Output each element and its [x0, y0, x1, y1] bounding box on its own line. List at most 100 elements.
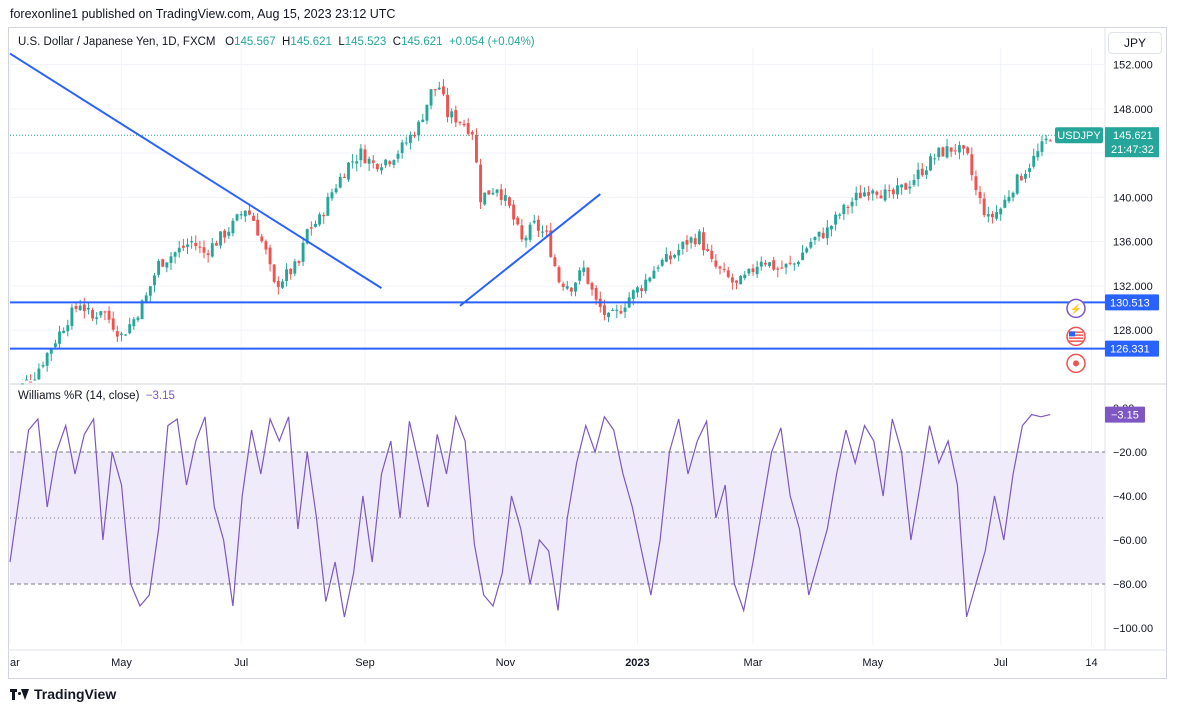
candle-body: [916, 169, 920, 179]
candle-body: [685, 239, 689, 245]
candle-body: [487, 190, 491, 195]
candle-body: [933, 158, 937, 160]
resistance-trendline[interactable]: [9, 52, 383, 289]
candle-body: [363, 149, 367, 164]
candle-body: [1003, 199, 1007, 208]
candle-body: [421, 119, 425, 122]
candle-body: [136, 317, 140, 320]
price-tick-label: 148.000: [1113, 104, 1153, 116]
candle-body: [590, 283, 594, 290]
candle-body: [953, 150, 957, 152]
candle-body: [929, 156, 932, 171]
last-price-label: 145.621: [1113, 130, 1153, 142]
lightning-icon[interactable]: [1066, 298, 1086, 319]
candle-body: [1024, 173, 1027, 179]
candle-body: [867, 192, 871, 196]
candle-body: [937, 147, 941, 158]
legend-high: 145.621: [290, 36, 332, 48]
candle-body: [858, 192, 862, 199]
candle-body: [404, 142, 408, 144]
candle-body: [607, 312, 610, 318]
candle-body: [475, 134, 478, 163]
candle-body: [454, 110, 458, 123]
candle-body: [644, 279, 648, 291]
candle-body: [986, 214, 990, 217]
candle-body: [359, 148, 363, 161]
candle-body: [747, 268, 751, 274]
candle-body: [458, 121, 462, 123]
candle-body: [891, 189, 895, 195]
candle-body: [400, 142, 404, 154]
candle-body: [25, 379, 28, 381]
candle-body: [181, 245, 185, 248]
price-tick-label: 128.000: [1113, 325, 1153, 337]
candle-body: [338, 176, 342, 188]
candle-body: [264, 241, 268, 250]
record-icon-dot: [1073, 360, 1079, 367]
price-legend: U.S. Dollar / Japanese Yen, 1D, FXCM O14…: [18, 36, 535, 48]
support-trendline[interactable]: [459, 193, 601, 307]
candle-body: [132, 319, 136, 327]
candle-body: [908, 186, 912, 189]
candle-body: [198, 246, 202, 248]
flag-stripe: [1069, 331, 1083, 333]
candle-body: [441, 86, 445, 95]
candle-body: [120, 333, 123, 335]
candle-body: [631, 290, 635, 299]
candle-body: [594, 288, 598, 300]
candle-body: [982, 198, 986, 216]
candle-body: [966, 147, 970, 154]
candle-body: [726, 270, 730, 277]
candle-body: [772, 260, 776, 270]
candle-body: [70, 307, 74, 326]
candle-body: [1048, 140, 1052, 142]
candle-body: [532, 220, 536, 223]
candle-body: [380, 167, 383, 171]
candle-body: [611, 310, 615, 312]
candle-body: [574, 282, 577, 292]
candle-body: [883, 189, 887, 201]
candle-body: [425, 104, 429, 121]
candle-body: [62, 330, 66, 333]
candle-body: [776, 268, 780, 270]
candle-body: [91, 310, 95, 319]
candle-body: [243, 210, 247, 217]
candle-body: [260, 236, 264, 242]
indicator-legend: Williams %R (14, close) −3.15: [18, 390, 175, 402]
candle-body: [842, 204, 846, 215]
candle-body: [408, 135, 412, 143]
level-price-tag: [1105, 294, 1159, 311]
candle-body: [817, 231, 821, 237]
candle-body: [792, 263, 796, 265]
legend-low: 145.523: [344, 36, 387, 48]
wr-value-label: −3.15: [1111, 410, 1139, 422]
candle-body: [95, 317, 99, 319]
candle-body: [904, 183, 908, 190]
candle-body: [347, 162, 350, 180]
wr-tick-label: −60.00: [1113, 535, 1147, 547]
candle-body: [978, 191, 982, 199]
candle-body: [194, 242, 198, 247]
candle-body: [912, 180, 916, 185]
tradingview-logo-icon: [10, 688, 29, 700]
candle-body: [751, 268, 755, 273]
candle-body: [656, 267, 660, 269]
candle-body: [466, 123, 470, 134]
candle-body: [1032, 155, 1036, 167]
candle-body: [413, 135, 416, 137]
candle-body: [702, 232, 705, 251]
currency-button[interactable]: JPY: [1108, 32, 1162, 54]
candle-body: [318, 214, 322, 225]
flag-stripe: [1069, 340, 1083, 342]
candle-body: [169, 256, 173, 263]
candle-body: [111, 318, 115, 330]
time-tick-label: May: [111, 657, 132, 669]
candle-body: [82, 304, 86, 312]
candle-body: [161, 259, 165, 267]
candle-body: [941, 147, 945, 157]
candle-body: [173, 252, 177, 257]
candle-body: [755, 266, 759, 275]
candle-body: [37, 368, 41, 380]
candle-body: [565, 286, 569, 289]
